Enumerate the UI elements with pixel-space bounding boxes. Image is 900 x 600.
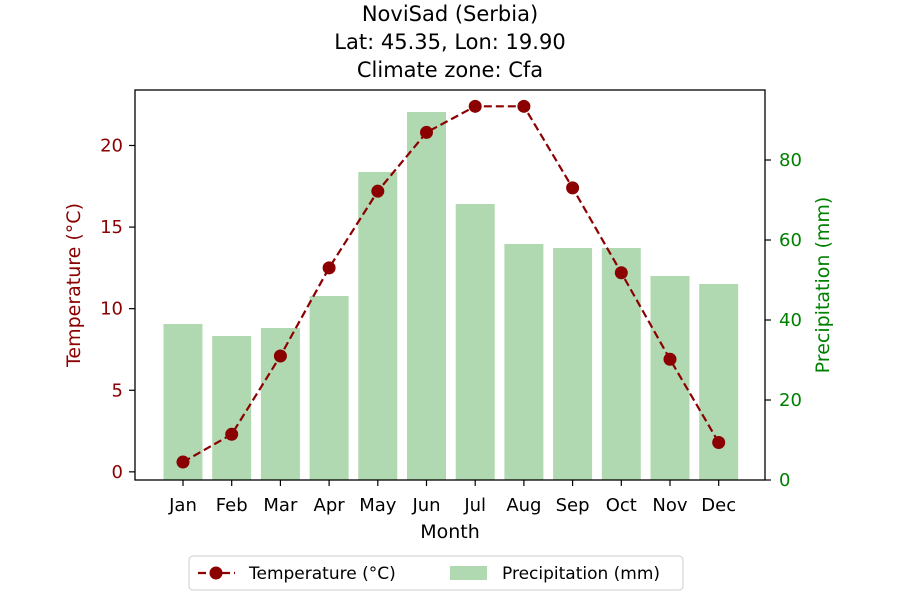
right-axis: 0 20 40 60 80 Precipitation (mm): [765, 150, 834, 491]
right-tick-label: 20: [779, 390, 802, 411]
left-axis-label: Temperature (°C): [63, 203, 85, 368]
precipitation-bar: [407, 112, 446, 480]
precipitation-bar: [699, 284, 739, 480]
right-tick-label: 40: [779, 310, 802, 331]
legend-temperature-marker: [209, 566, 223, 580]
x-tick-label: Apr: [314, 495, 346, 516]
temperature-point: [371, 184, 385, 198]
x-axis-label: Month: [420, 521, 480, 543]
x-tick-label: May: [359, 495, 397, 516]
x-tick-label: Mar: [263, 495, 298, 516]
temperature-point: [273, 349, 287, 363]
precipitation-bar: [358, 172, 398, 480]
precipitation-bar: [553, 248, 593, 480]
temperature-point: [614, 266, 628, 280]
temperature-point: [322, 261, 336, 275]
x-tick-label: Dec: [701, 495, 736, 516]
temperature-point: [663, 352, 677, 366]
x-tick-label: Nov: [652, 495, 687, 516]
temperature-point: [566, 181, 580, 195]
left-tick-label: 5: [112, 380, 123, 401]
x-tick-label: Jul: [463, 495, 486, 516]
legend-temperature-label: Temperature (°C): [248, 564, 396, 584]
legend-box: [188, 555, 684, 591]
title-line: Climate zone: Cfa: [357, 58, 543, 82]
precipitation-bar: [212, 336, 252, 480]
precipitation-bar: [504, 244, 544, 480]
right-tick-label: 0: [779, 470, 790, 491]
left-tick-label: 10: [100, 299, 123, 320]
temperature-point: [225, 427, 239, 441]
x-tick-label: Feb: [216, 495, 248, 516]
precipitation-bar: [309, 296, 349, 480]
plot-frame: [134, 89, 766, 481]
x-tick-label: Oct: [606, 495, 637, 516]
chart-title: NoviSad (Serbia) Lat: 45.35, Lon: 19.90 Cl…: [334, 2, 565, 82]
x-tick-label: Jun: [411, 495, 440, 516]
precipitation-bar: [650, 276, 690, 480]
x-axis: Jan Feb Mar Apr May Jun Jul Aug Sep Oct Nov Dec Mont…: [168, 480, 736, 543]
right-tick-label: 60: [779, 230, 802, 251]
precipitation-bar: [455, 204, 495, 480]
right-tick-label: 80: [779, 150, 802, 171]
temperature-point: [176, 455, 190, 469]
temperature-point: [712, 435, 726, 449]
right-axis-label: Precipitation (mm): [812, 197, 834, 374]
legend: Temperature (°C) Precipitation (mm): [188, 555, 684, 591]
x-tick-label: Aug: [506, 495, 541, 516]
temperature-point: [517, 99, 531, 113]
precipitation-bars: [163, 112, 739, 480]
legend-precipitation-label: Precipitation (mm): [502, 564, 660, 584]
temperature-series-line: [182, 105, 720, 464]
left-tick-label: 15: [100, 217, 123, 238]
x-tick-label: Sep: [556, 495, 590, 516]
temperature-point: [420, 125, 433, 139]
temperature-line: [176, 99, 726, 469]
temperature-point: [468, 99, 482, 113]
legend-precipitation-swatch: [450, 566, 487, 580]
x-tick-label: Jan: [168, 495, 197, 516]
precipitation-bar: [601, 248, 641, 480]
title-line: Lat: 45.35, Lon: 19.90: [334, 30, 565, 54]
left-axis: 0 5 10 15 20 Temperature (°C): [63, 135, 135, 483]
left-tick-label: 0: [112, 462, 123, 483]
left-tick-label: 20: [100, 135, 123, 156]
title-line: NoviSad (Serbia): [362, 2, 538, 26]
